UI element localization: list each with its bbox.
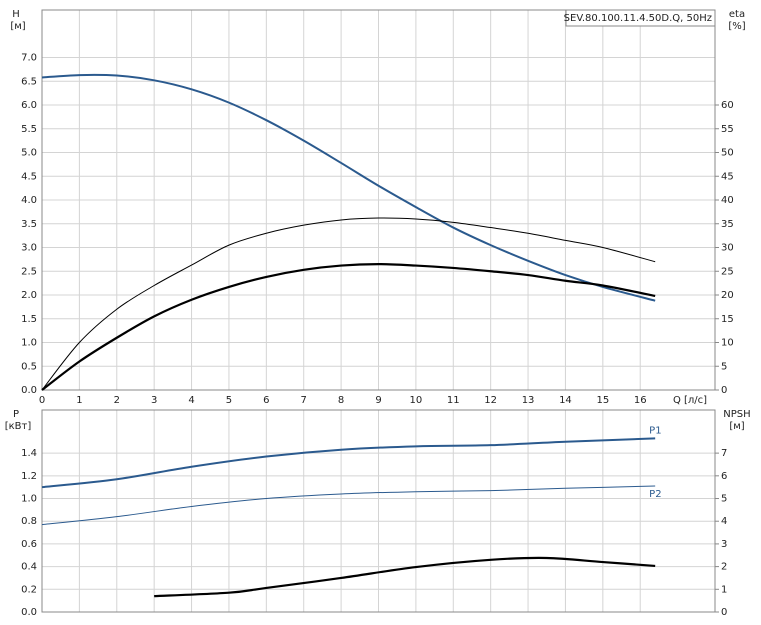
y-tick-label: 3.0 [21, 243, 37, 254]
x-tick-label: 12 [484, 395, 497, 406]
y2-tick-label: 6 [721, 471, 727, 482]
y2-tick-label: 2 [721, 562, 727, 573]
y2-tick-label: 0 [721, 607, 727, 618]
curve [41, 73, 656, 302]
y2-axis-unit: [%] [728, 21, 745, 32]
y2-tick-label: 35 [721, 219, 734, 230]
y2-tick-label: 0 [721, 385, 727, 396]
series-label: P2 [649, 489, 661, 500]
curve [154, 556, 656, 598]
y-tick-label: 3.5 [21, 219, 37, 230]
y2-tick-label: 5 [721, 361, 727, 372]
y2-tick-label: 45 [721, 171, 734, 182]
y-tick-label: 6.5 [21, 76, 37, 87]
y2-tick-label: 50 [721, 148, 734, 159]
y-tick-label: 7.0 [21, 53, 37, 64]
y2-tick-label: 40 [721, 195, 734, 206]
curve [41, 437, 656, 489]
y2-axis-label: eta [729, 9, 745, 20]
curve [41, 485, 656, 526]
y-axis-label: H [12, 9, 20, 20]
y-tick-label: 1.0 [21, 494, 37, 505]
x-tick-label: 14 [559, 395, 572, 406]
y-tick-label: 0.6 [21, 539, 37, 550]
x-tick-label: 6 [263, 395, 269, 406]
y-tick-label: 4.5 [21, 171, 37, 182]
x-tick-label: 11 [447, 395, 460, 406]
x-tick-label: 1 [76, 395, 82, 406]
y-tick-label: 4.0 [21, 195, 37, 206]
y-tick-label: 0.5 [21, 361, 37, 372]
y2-tick-label: 10 [721, 338, 734, 349]
y2-tick-label: 7 [721, 448, 727, 459]
y2-tick-label: 4 [721, 516, 727, 527]
y2-tick-label: 5 [721, 494, 727, 505]
curve [41, 263, 656, 391]
plot-frame [41, 9, 716, 391]
x-tick-label: 3 [151, 395, 157, 406]
y-tick-label: 0.0 [21, 385, 37, 396]
x-tick-label: 16 [634, 395, 647, 406]
y-tick-label: 1.2 [21, 471, 37, 482]
chart-title: SEV.80.100.11.4.50D.Q, 50Hz [564, 13, 712, 24]
y2-tick-label: 25 [721, 266, 734, 277]
x-tick-label: 2 [114, 395, 120, 406]
plot-frame [41, 409, 716, 613]
y2-tick-label: 55 [721, 124, 734, 135]
y2-tick-label: 3 [721, 539, 727, 550]
y-axis-unit: [м] [10, 21, 25, 32]
y-tick-label: 1.5 [21, 314, 37, 325]
x-tick-label: 8 [338, 395, 344, 406]
y-tick-label: 2.5 [21, 266, 37, 277]
y-tick-label: 0.0 [21, 607, 37, 618]
x-tick-label: 4 [188, 395, 194, 406]
x-tick-label: 7 [301, 395, 307, 406]
x-tick-label: 5 [226, 395, 232, 406]
x-tick-label: 13 [522, 395, 535, 406]
x-tick-label: 9 [375, 395, 381, 406]
title-box [565, 9, 716, 27]
x-axis-label: Q [л/с] [673, 395, 707, 406]
x-tick-label: 10 [410, 395, 423, 406]
x-tick-label: 15 [596, 395, 609, 406]
y-tick-label: 0.4 [21, 562, 37, 573]
y-axis-unit: [кВт] [5, 421, 32, 432]
y2-tick-label: 20 [721, 290, 734, 301]
curve [41, 217, 656, 391]
y2-tick-label: 15 [721, 314, 734, 325]
y-axis-label: P [13, 409, 19, 420]
x-tick-label: 0 [39, 395, 45, 406]
y-tick-label: 5.5 [21, 124, 37, 135]
y2-tick-label: 1 [721, 584, 727, 595]
y-tick-label: 1.4 [21, 448, 37, 459]
y-tick-label: 6.0 [21, 100, 37, 111]
series-label: P1 [649, 425, 661, 436]
y-tick-label: 0.2 [21, 584, 37, 595]
y2-axis-unit: [м] [729, 421, 744, 432]
y2-tick-label: 30 [721, 243, 734, 254]
y-tick-label: 5.0 [21, 148, 37, 159]
y-tick-label: 2.0 [21, 290, 37, 301]
y2-axis-label: NPSH [723, 409, 750, 420]
y-tick-label: 1.0 [21, 338, 37, 349]
y2-tick-label: 60 [721, 100, 734, 111]
y-tick-label: 0.8 [21, 516, 37, 527]
